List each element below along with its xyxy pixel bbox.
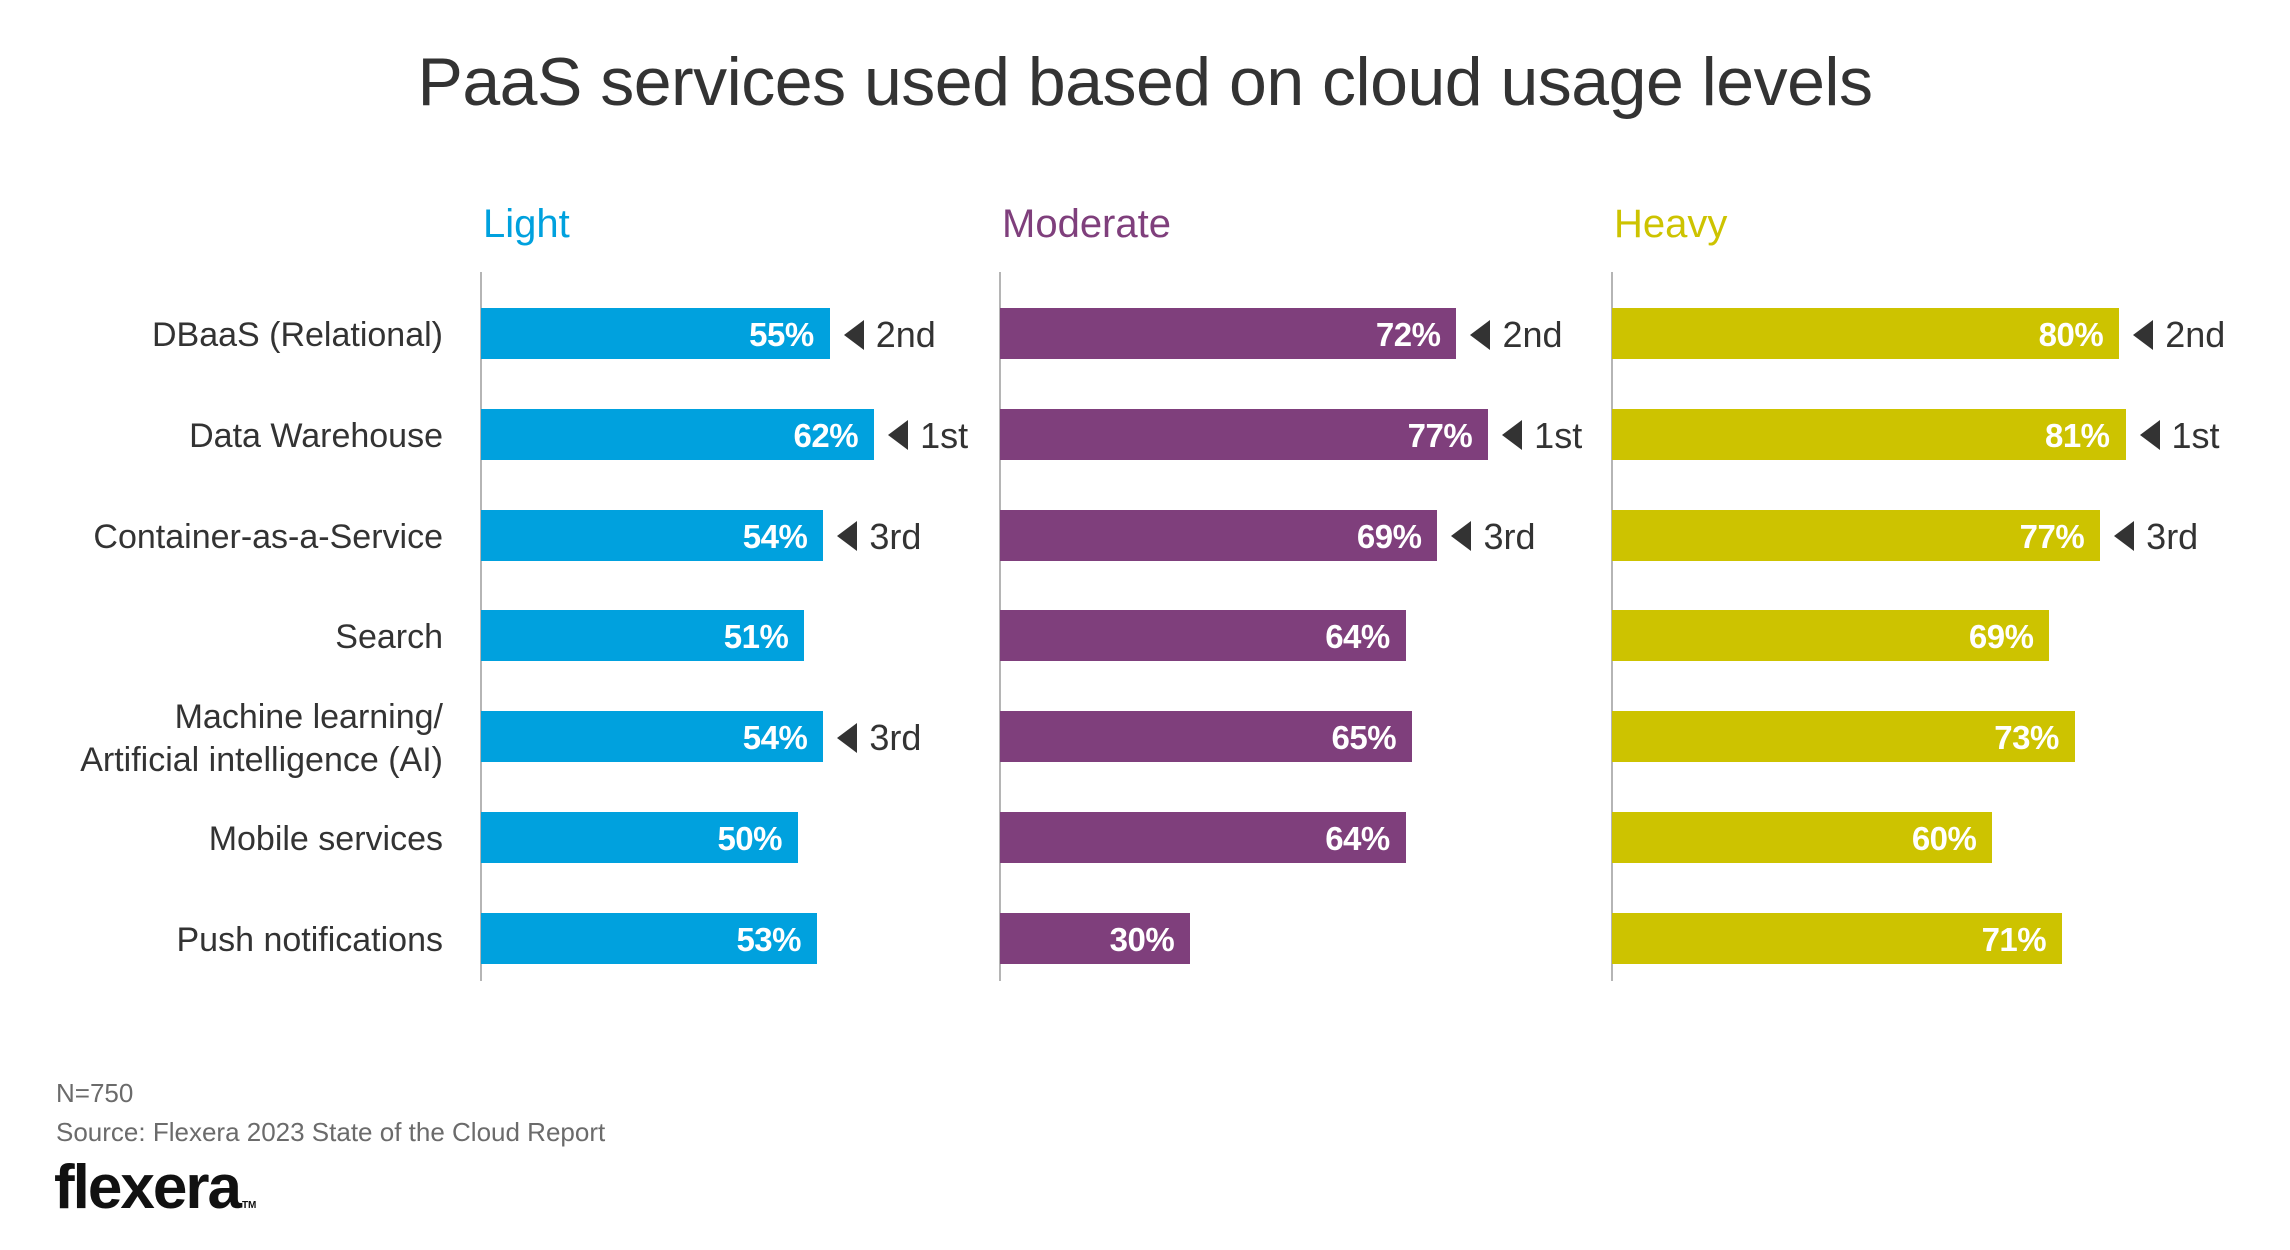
- bar-heavy: 80%: [1612, 308, 2120, 359]
- category-label: Search: [3, 616, 443, 659]
- bar-heavy: 77%: [1612, 509, 2101, 561]
- data-label: 73%: [1994, 719, 2059, 757]
- data-label: 54%: [742, 517, 808, 555]
- bar-moderate: 65%: [1000, 711, 1413, 763]
- bar-moderate: 64%: [1000, 610, 1406, 662]
- bar-light: 54%: [481, 509, 824, 561]
- rank-label: 3rd: [2146, 515, 2199, 557]
- category-label-line: Data Warehouse: [189, 416, 443, 455]
- rank-marker: 2nd: [1470, 309, 1563, 360]
- data-label: 64%: [1325, 618, 1390, 656]
- data-label: 71%: [1981, 920, 2047, 958]
- triangle-left-icon: [1470, 319, 1491, 350]
- bar-moderate: 72%: [1000, 308, 1457, 359]
- category-label: Mobile services: [3, 818, 443, 861]
- bar-moderate: 30%: [1000, 912, 1191, 964]
- rank-label: 1st: [920, 414, 969, 456]
- rank-marker: 2nd: [2133, 309, 2225, 360]
- category-label: Container-as-a-Service: [3, 516, 443, 559]
- data-label: 77%: [1407, 416, 1473, 454]
- data-label: 55%: [749, 316, 814, 353]
- category-label-line: DBaaS (Relational): [151, 316, 443, 354]
- data-label: 54%: [742, 719, 808, 757]
- category-label: DBaaS (Relational): [3, 314, 443, 357]
- rank-marker: 3rd: [837, 712, 921, 763]
- data-label: 69%: [1968, 618, 2034, 656]
- category-label-line: Machine learning/: [174, 697, 443, 736]
- flexera-logo: flexera TM: [54, 1150, 256, 1244]
- rank-label: 2nd: [1502, 314, 1563, 355]
- category-label-line: Push notifications: [176, 920, 444, 959]
- bar-moderate: 64%: [1000, 812, 1406, 863]
- chart-title: PaaS services used based on cloud usage …: [417, 44, 1873, 120]
- rank-label: 2nd: [2165, 314, 2226, 355]
- category-label-line: Mobile services: [208, 820, 443, 858]
- bar-heavy: 60%: [1612, 812, 1993, 863]
- triangle-left-icon: [2133, 319, 2154, 350]
- bar-light: 53%: [481, 912, 818, 964]
- data-label: 30%: [1109, 920, 1175, 958]
- rank-marker: 1st: [1502, 410, 1582, 461]
- triangle-left-icon: [2114, 521, 2135, 552]
- data-label: 69%: [1356, 517, 1422, 555]
- bar-heavy: 69%: [1612, 610, 2050, 662]
- data-label: 72%: [1375, 316, 1441, 353]
- category-label-line: Search: [335, 618, 443, 657]
- triangle-left-icon: [888, 420, 909, 451]
- bar-light: 55%: [481, 308, 830, 359]
- data-label: 80%: [2038, 316, 2104, 353]
- triangle-left-icon: [1451, 521, 1472, 552]
- panel-header-moderate: Moderate: [1002, 202, 1171, 246]
- rank-marker: 2nd: [843, 309, 936, 360]
- triangle-left-icon: [2139, 420, 2160, 451]
- triangle-left-icon: [837, 722, 858, 753]
- panel-header-light: Light: [483, 202, 570, 246]
- rank-label: 1st: [1534, 414, 1583, 456]
- rank-marker: 3rd: [837, 511, 921, 562]
- logo-text: flexera: [54, 1153, 242, 1222]
- data-label: 77%: [2019, 517, 2085, 555]
- rank-marker: 3rd: [1451, 511, 1535, 562]
- bar-heavy: 71%: [1612, 912, 2063, 964]
- bar-light: 50%: [481, 812, 798, 863]
- data-label: 81%: [2044, 416, 2110, 454]
- bar-light: 62%: [481, 408, 875, 460]
- category-label-line: Container-as-a-Service: [93, 517, 443, 556]
- data-label: 50%: [717, 820, 782, 857]
- rank-label: 3rd: [869, 717, 922, 759]
- source-note: Source: Flexera 2023 State of the Cloud …: [56, 1117, 606, 1147]
- panel-header-heavy: Heavy: [1614, 202, 1728, 246]
- data-label: 53%: [736, 920, 802, 958]
- triangle-left-icon: [837, 521, 858, 552]
- rank-label: 2nd: [875, 314, 936, 355]
- triangle-left-icon: [843, 319, 864, 350]
- data-label: 65%: [1331, 719, 1397, 757]
- data-label: 64%: [1325, 820, 1390, 857]
- sample-size-note: N=750: [56, 1078, 134, 1108]
- rank-marker: 1st: [888, 410, 968, 461]
- rank-marker: 3rd: [2114, 511, 2198, 562]
- bar-light: 54%: [481, 711, 824, 763]
- bar-heavy: 81%: [1612, 408, 2126, 460]
- data-label: 51%: [723, 618, 789, 656]
- rank-label: 3rd: [1483, 515, 1536, 557]
- rank-label: 1st: [2171, 414, 2220, 456]
- logo-trademark: TM: [241, 1200, 257, 1211]
- bar-heavy: 73%: [1612, 711, 2075, 763]
- rank-marker: 1st: [2139, 410, 2220, 461]
- category-label: Data Warehouse: [3, 415, 443, 458]
- bar-moderate: 69%: [1000, 509, 1438, 561]
- category-label: Push notifications: [3, 919, 444, 962]
- bar-light: 51%: [481, 610, 805, 662]
- data-label: 62%: [793, 416, 859, 454]
- rank-label: 3rd: [869, 515, 922, 557]
- bar-moderate: 77%: [1000, 408, 1489, 460]
- triangle-left-icon: [1502, 420, 1523, 451]
- data-label: 60%: [1911, 820, 1977, 857]
- category-label-line: Artificial intelligence (AI): [80, 740, 443, 779]
- category-label: Machine learning/Artificial intelligence…: [3, 696, 443, 782]
